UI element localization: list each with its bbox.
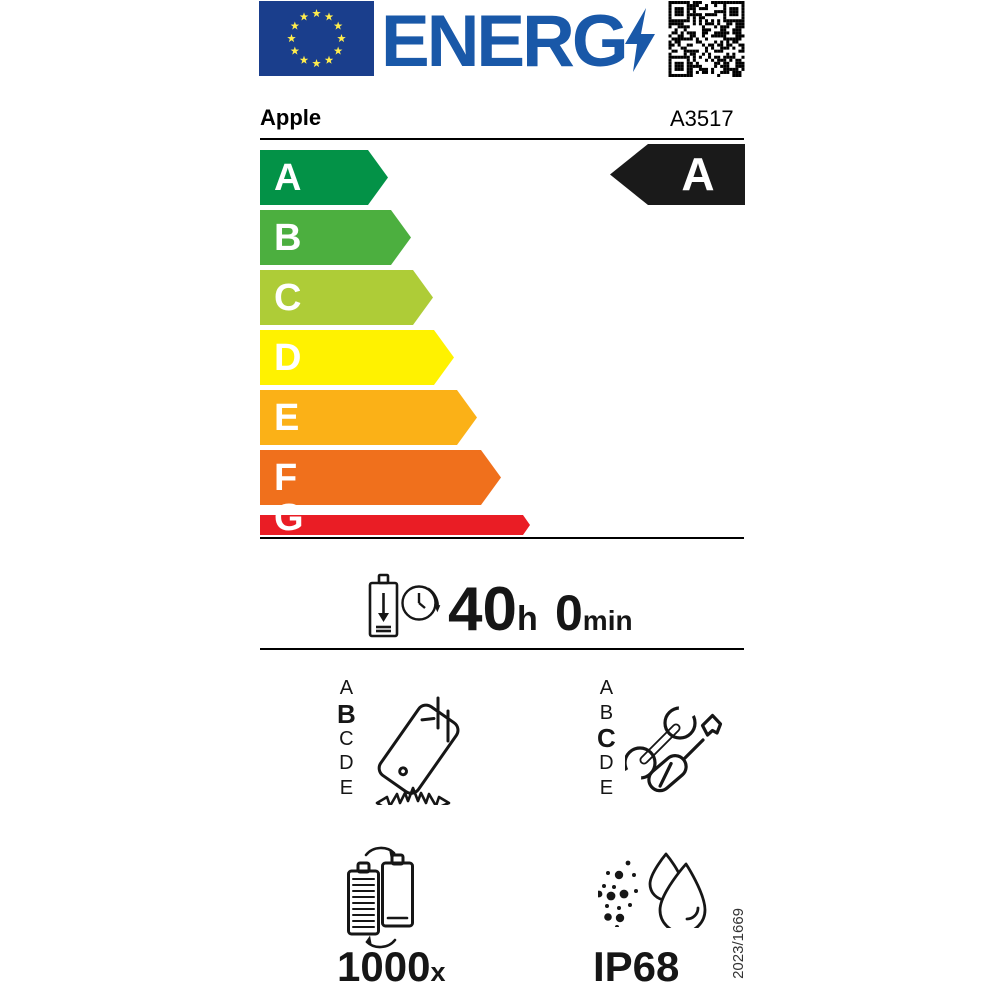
svg-text:D: D (274, 337, 301, 379)
svg-text:C: C (274, 277, 301, 319)
svg-text:A: A (681, 148, 714, 200)
svg-text:F: F (274, 457, 297, 499)
svg-text:B: B (274, 217, 301, 259)
svg-text:E: E (274, 397, 299, 439)
svg-text:A: A (274, 157, 301, 199)
svg-text:G: G (274, 497, 304, 535)
